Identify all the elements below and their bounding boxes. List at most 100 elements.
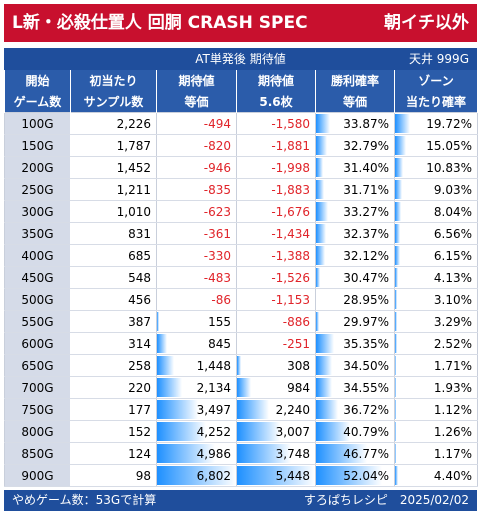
header-row-1: 開始 初当たり 期待値 期待値 勝利確率 ゾーン: [4, 70, 478, 91]
samples-cell-value: 387: [128, 314, 151, 329]
samples-cell-value: 1,010: [116, 204, 151, 219]
data-bar: [237, 466, 315, 485]
zone-rate-cell: 1.71%: [394, 354, 478, 377]
ev-56-cell: -251: [236, 332, 316, 355]
ev-equal-cell-value: -946: [203, 160, 231, 175]
ev-equal-cell: -835: [156, 178, 237, 201]
data-bar: [316, 334, 335, 353]
samples-cell-value: 685: [128, 248, 151, 263]
ev-equal-cell-value: 6,802: [196, 468, 231, 483]
zone-rate-cell: 1.12%: [394, 398, 478, 421]
zone-rate-cell: 3.29%: [394, 310, 478, 333]
ev-56-cell-value: 3,007: [275, 424, 310, 439]
win-rate-cell: 40.79%: [315, 420, 395, 443]
ev-56-cell: -1,676: [236, 200, 316, 223]
zone-rate-cell: 1.93%: [394, 376, 478, 399]
data-bar: [316, 466, 383, 485]
start-game-cell-value: 600G: [21, 336, 54, 351]
win-rate-cell: 52.04%: [315, 464, 395, 487]
ev-56-cell-value: 2,240: [275, 402, 310, 417]
data-bar: [157, 466, 236, 485]
start-game-cell: 750G: [4, 398, 71, 421]
data-bar: [395, 422, 396, 441]
win-rate-cell-value: 34.55%: [343, 380, 389, 395]
ev-equal-cell: 2,134: [156, 376, 237, 399]
start-game-cell: 800G: [4, 420, 71, 443]
table-row: 900G 98 6,802 5,448 52.04% 4.40%: [4, 464, 478, 487]
zone-rate-cell-value: 8.04%: [433, 204, 472, 219]
data-bar: [316, 356, 332, 375]
data-bar: [316, 400, 339, 419]
samples-cell: 152: [70, 420, 157, 443]
ev-equal-cell: -946: [156, 156, 237, 179]
win-rate-cell: 32.37%: [315, 222, 395, 245]
start-game-cell: 450G: [4, 266, 71, 289]
ev-56-cell: -1,881: [236, 134, 316, 157]
ev-equal-cell-value: -820: [203, 138, 231, 153]
win-rate-cell-value: 33.87%: [343, 116, 389, 131]
data-bar: [316, 422, 350, 441]
table-row: 350G 831 -361 -1,434 32.37% 6.56%: [4, 222, 478, 245]
table-row: 500G 456 -86 -1,153 28.95% 3.10%: [4, 288, 478, 311]
start-game-cell: 200G: [4, 156, 71, 179]
samples-cell: 548: [70, 266, 157, 289]
samples-cell: 387: [70, 310, 157, 333]
table-row: 150G 1,787 -820 -1,881 32.79% 15.05%: [4, 134, 478, 157]
win-rate-cell-value: 32.79%: [343, 138, 389, 153]
start-game-cell-value: 200G: [21, 160, 54, 175]
win-rate-cell: 32.79%: [315, 134, 395, 157]
start-game-cell-value: 800G: [21, 424, 54, 439]
ev-56-cell: 984: [236, 376, 316, 399]
ev-56-cell-value: -251: [282, 336, 310, 351]
ev-equal-cell: -820: [156, 134, 237, 157]
zone-rate-cell-value: 1.12%: [433, 402, 472, 417]
start-game-cell: 900G: [4, 464, 71, 487]
start-game-cell: 300G: [4, 200, 71, 223]
col-header-start-game: 開始: [4, 70, 71, 91]
data-bar: [316, 136, 327, 155]
samples-cell: 1,452: [70, 156, 157, 179]
zone-rate-cell: 10.83%: [394, 156, 478, 179]
subtitle: AT単発後 期待値: [195, 52, 286, 66]
zone-rate-cell-value: 4.13%: [433, 270, 472, 285]
ev-56-cell-value: -1,881: [271, 138, 310, 153]
ev-equal-cell-value: -361: [203, 226, 231, 241]
ev-56-cell-value: -1,153: [271, 292, 310, 307]
samples-cell: 456: [70, 288, 157, 311]
ev-56-cell: 308: [236, 354, 316, 377]
win-rate-cell-value: 34.50%: [343, 358, 389, 373]
ev-56-cell-value: -1,388: [271, 248, 310, 263]
ev-56-cell-value: 308: [287, 358, 310, 373]
data-bar: [316, 444, 368, 463]
data-bar: [237, 422, 281, 441]
start-game-cell: 350G: [4, 222, 71, 245]
ev-56-cell-value: -886: [282, 314, 310, 329]
zone-rate-cell-value: 6.56%: [433, 226, 472, 241]
col-header-zone-rate: ゾーン: [394, 70, 478, 91]
start-game-cell: 700G: [4, 376, 71, 399]
zone-rate-cell-value: 9.03%: [433, 182, 472, 197]
data-bar: [395, 268, 399, 287]
ceiling-label: 天井 999G: [408, 52, 469, 66]
samples-cell-value: 152: [128, 424, 151, 439]
ev-equal-cell-value: -330: [203, 248, 231, 263]
win-rate-cell-value: 29.97%: [343, 314, 389, 329]
ev-56-cell: -1,883: [236, 178, 316, 201]
zone-rate-cell: 6.56%: [394, 222, 478, 245]
table-row: 200G 1,452 -946 -1,998 31.40% 10.83%: [4, 156, 478, 179]
data-bar: [395, 114, 410, 133]
col-header-samples: 初当たり: [70, 70, 157, 91]
start-game-cell-value: 250G: [21, 182, 54, 197]
ev-equal-cell-value: -835: [203, 182, 231, 197]
win-rate-cell-value: 33.27%: [343, 204, 389, 219]
data-bar: [395, 158, 404, 177]
table-row: 400G 685 -330 -1,388 32.12% 6.15%: [4, 244, 478, 267]
footer-note: やめゲーム数：53Gで計算: [12, 493, 157, 507]
col-subheader-samples: サンプル数: [70, 91, 157, 113]
data-bar: [316, 312, 319, 331]
zone-rate-cell: 1.17%: [394, 442, 478, 465]
table-row: 600G 314 845 -251 35.35% 2.52%: [4, 332, 478, 355]
win-rate-cell-value: 52.04%: [343, 468, 389, 483]
ev-56-cell-value: -1,526: [271, 270, 310, 285]
table-row: 650G 258 1,448 308 34.50% 1.71%: [4, 354, 478, 377]
